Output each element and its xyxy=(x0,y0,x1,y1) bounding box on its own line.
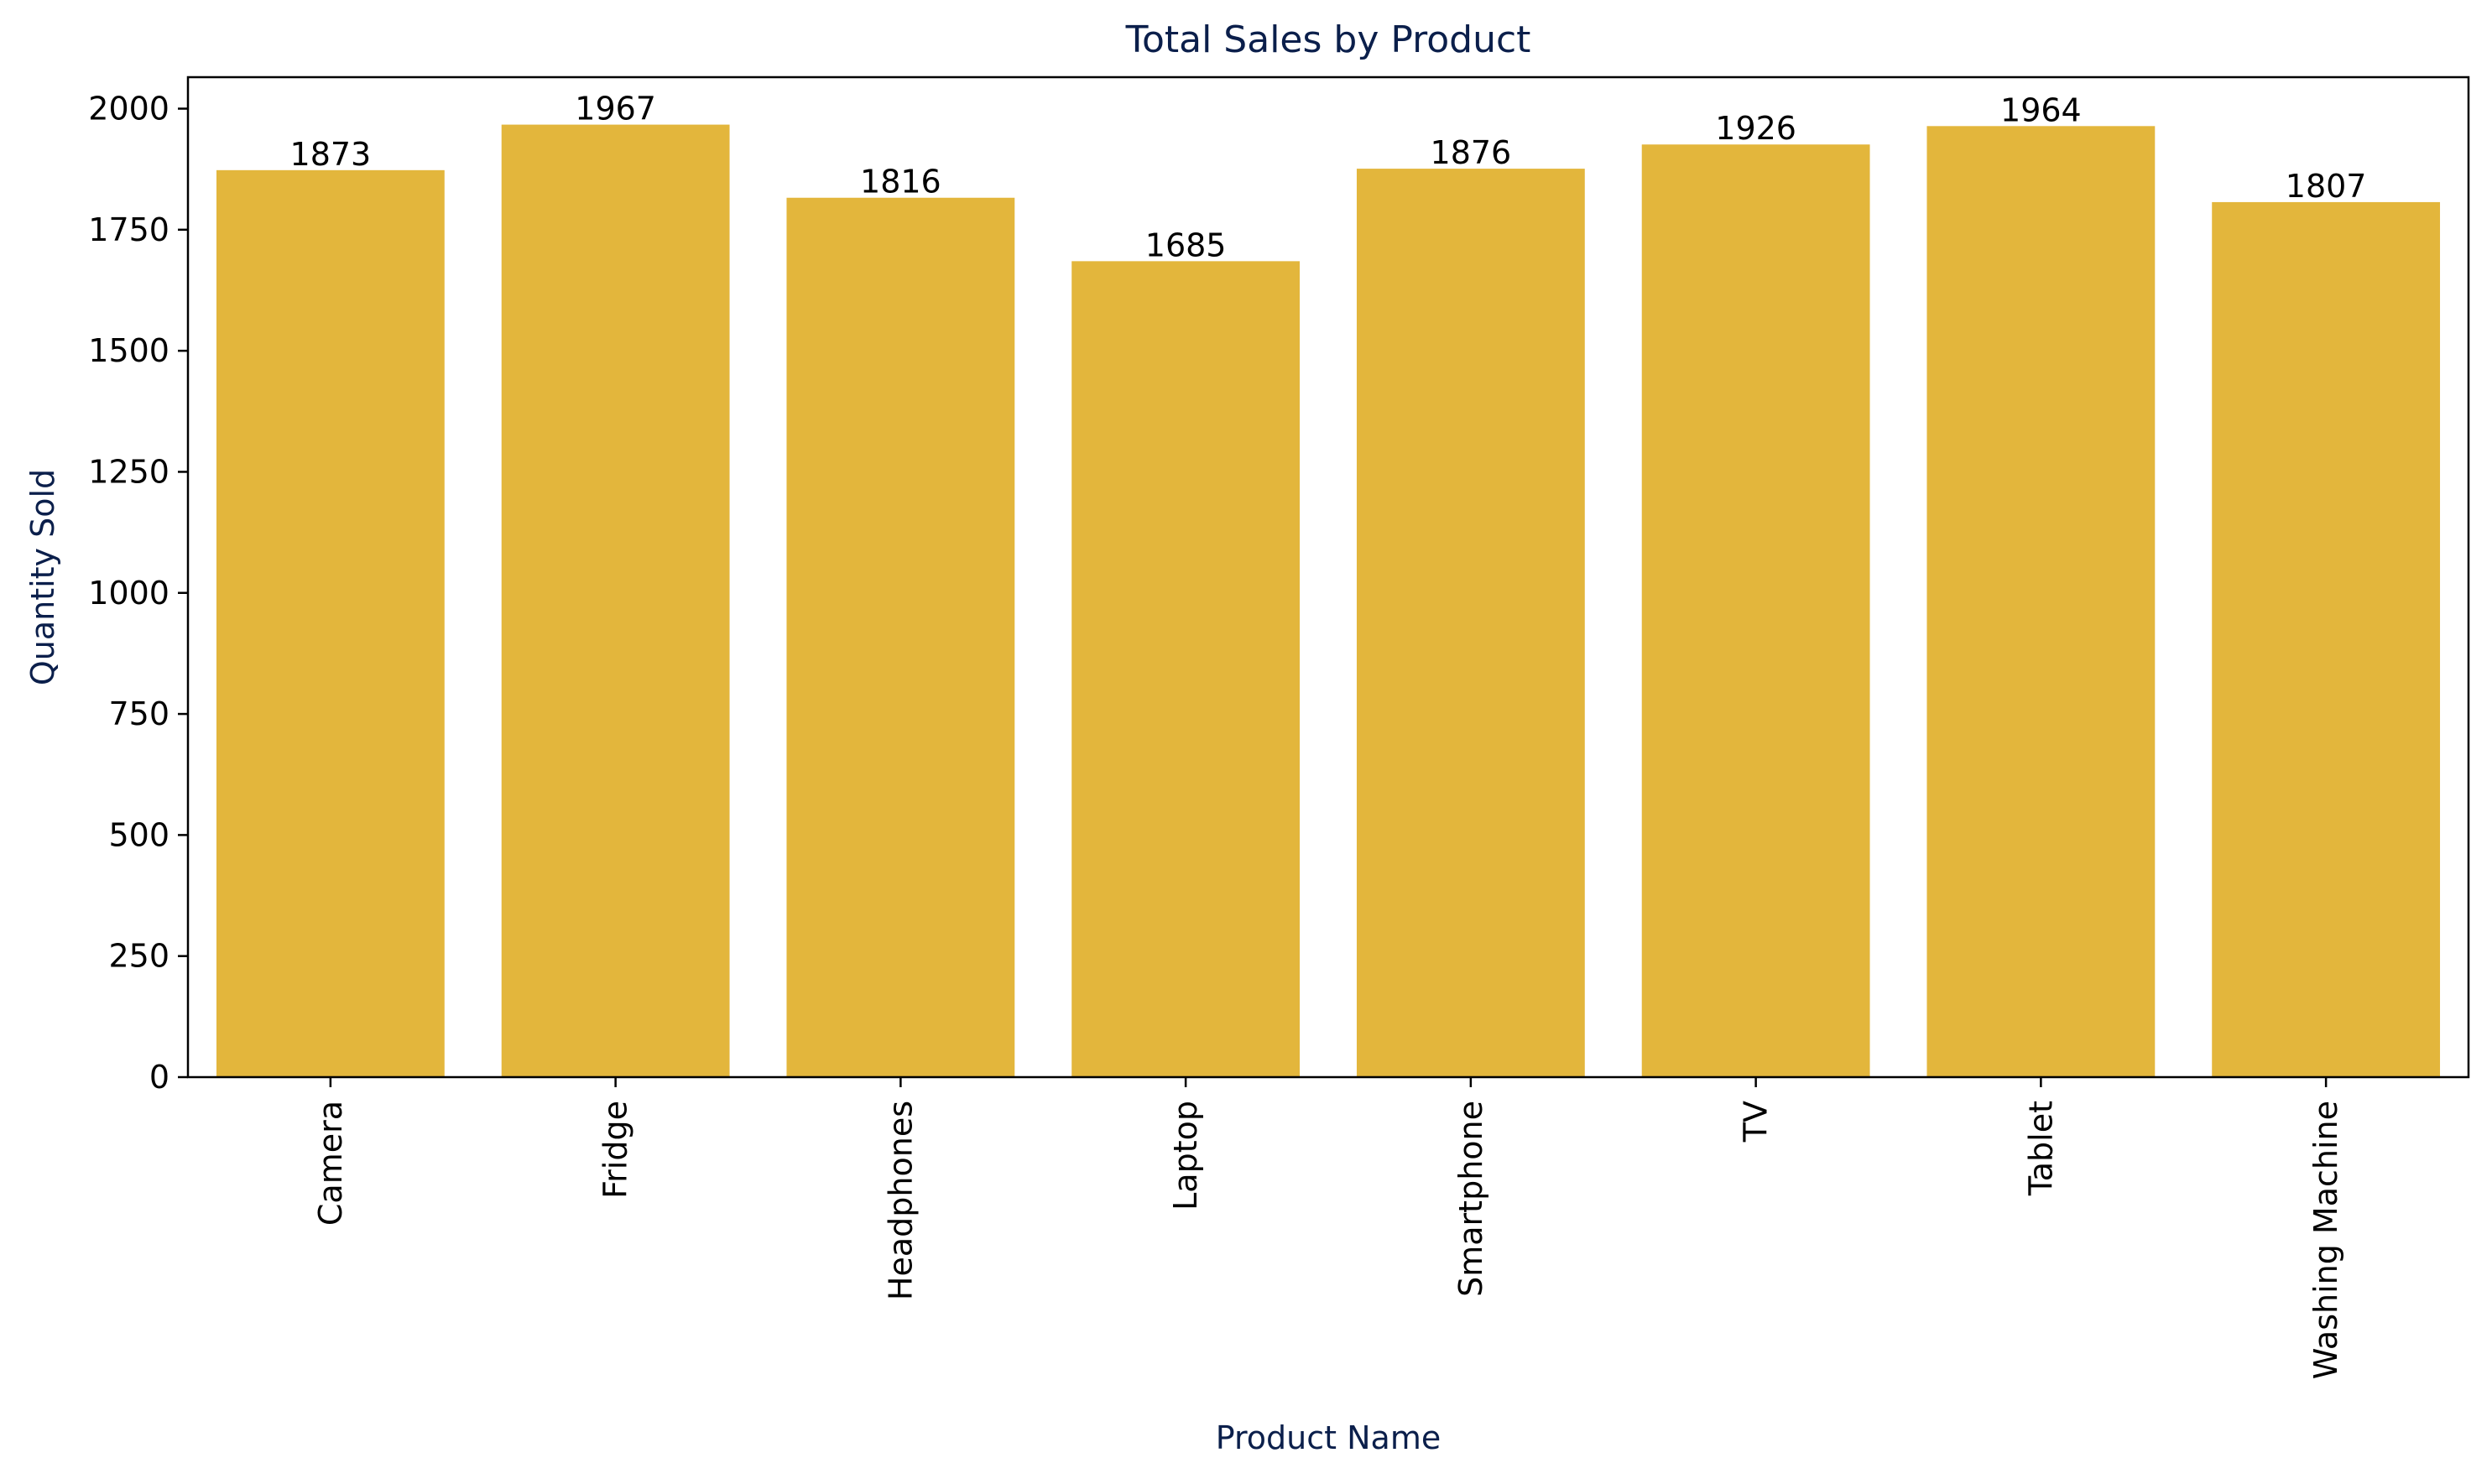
bar-washing-machine xyxy=(2212,201,2441,1077)
x-tick-label: Laptop xyxy=(1167,1101,1204,1211)
x-tick-label: Washing Machine xyxy=(2307,1101,2344,1379)
bar-tablet xyxy=(1926,126,2156,1077)
y-tick-label: 1750 xyxy=(88,211,169,248)
y-tick-label: 750 xyxy=(108,695,169,732)
data-label: 1964 xyxy=(2000,91,2082,128)
x-tick-label: TV xyxy=(1738,1101,1775,1143)
y-tick-label: 1500 xyxy=(88,332,169,369)
bar-camera xyxy=(216,169,445,1077)
y-tick-label: 2000 xyxy=(88,91,169,128)
bar-laptop xyxy=(1071,261,1301,1078)
data-label: 1926 xyxy=(1715,110,1796,147)
plot-area-frame xyxy=(186,76,2470,1079)
x-tick-label: Headphones xyxy=(882,1101,919,1300)
x-axis-ticks: Camera Fridge Headphones Laptop Smartphone TV… xyxy=(312,1077,2344,1379)
data-labels-group: 1873 1967 1816 1685 1876 1926 1964 1807 xyxy=(290,91,2367,264)
y-tick-label: 1250 xyxy=(88,453,169,490)
data-label: 1873 xyxy=(290,136,372,173)
x-tick-label: Camera xyxy=(312,1101,349,1226)
data-label: 1685 xyxy=(1145,227,1227,263)
x-axis-label: Product Name xyxy=(1216,1419,1441,1456)
bar-tv xyxy=(1641,144,1870,1077)
bar-headphones xyxy=(786,197,1015,1078)
data-label: 1876 xyxy=(1431,134,1512,171)
data-label: 1816 xyxy=(860,164,941,200)
chart-title: Total Sales by Product xyxy=(1125,18,1531,61)
x-tick-label: Smartphone xyxy=(1452,1101,1489,1297)
x-tick-label: Tablet xyxy=(2022,1101,2059,1196)
data-label: 1807 xyxy=(2286,168,2367,205)
y-axis-label: Quantity Sold xyxy=(24,469,61,685)
bars-group xyxy=(216,124,2441,1078)
x-tick-label: Fridge xyxy=(597,1101,634,1199)
bar-fridge xyxy=(501,124,730,1078)
y-tick-label: 0 xyxy=(149,1059,169,1096)
y-axis-ticks: 0 250 500 750 1000 1250 1500 1750 2000 xyxy=(88,91,188,1096)
y-tick-label: 1000 xyxy=(88,575,169,612)
data-label: 1967 xyxy=(575,91,656,128)
bar-smartphone xyxy=(1356,169,1585,1078)
y-tick-label: 250 xyxy=(108,938,169,975)
y-tick-label: 500 xyxy=(108,816,169,853)
